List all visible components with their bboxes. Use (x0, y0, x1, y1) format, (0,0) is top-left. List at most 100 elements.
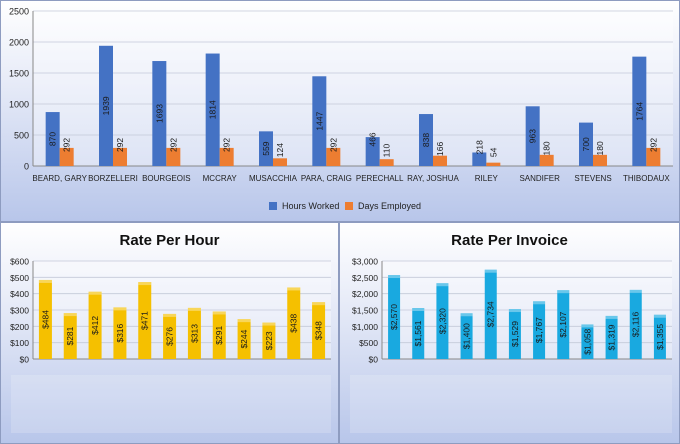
rate-per-hour-bar (287, 287, 301, 359)
main-x-tick-label: PARA, CRAIG (301, 174, 352, 183)
rate-per-invoice-bar-highlight (484, 269, 497, 273)
main-x-tick-label: RAY, JOSHUA (407, 174, 459, 183)
hours-worked-bar (525, 106, 540, 166)
days-employed-bar (433, 155, 447, 166)
rate-per-hour-data-label: $484 (40, 310, 50, 329)
rate-per-invoice-bar (508, 309, 521, 359)
hours-worked-data-label: 1447 (314, 111, 324, 130)
rate-per-invoice-bar-highlight (412, 308, 425, 312)
rate-per-invoice-y-tick-label: $1,000 (352, 322, 378, 332)
rate-per-invoice-data-label: $2,320 (437, 308, 447, 334)
hours-worked-bar (259, 131, 273, 166)
days-employed-bar (539, 154, 554, 166)
rate-per-hour-data-label: $438 (289, 314, 299, 333)
rate-per-invoice-y-tick-label: $1,500 (352, 306, 378, 316)
rate-per-hour-panel: Rate Per Hour $0 $100 $200 $300 $400 $500 $600… (0, 222, 339, 444)
hours-worked-bar (419, 114, 433, 166)
rate-per-hour-bar-highlight (138, 282, 152, 286)
days-employed-data-label: 180 (542, 141, 552, 155)
hours-worked-bar (99, 45, 113, 167)
main-y-tick-label: 1000 (9, 100, 29, 110)
hours-days-chart-panel: 0 500 1000 1500 2000 2500 870 292 BEARD, GARY 193… (0, 0, 680, 222)
rate-per-invoice-panel: Rate Per Invoice $0 $500 $1,000 $1,500 $2,00… (339, 222, 680, 444)
hours-worked-data-label: 838 (421, 133, 431, 147)
rate-per-invoice-chart: $0 $500 $1,000 $1,500 $2,000 $2,500 $3,000 $2,5… (350, 257, 672, 433)
rate-per-invoice-bar-highlight (436, 283, 449, 287)
days-employed-data-label: 292 (328, 138, 338, 152)
rate-per-invoice-bar (436, 283, 449, 359)
rate-per-invoice-bar (484, 269, 497, 359)
rate-per-invoice-data-label: $1,319 (607, 324, 617, 350)
rate-per-invoice-bar-highlight (557, 290, 570, 294)
hours-worked-data-label: 1939 (101, 96, 111, 115)
hours-worked-bar (632, 56, 647, 166)
rate-per-hour-bar-highlight (187, 307, 201, 311)
hours-worked-bar (579, 122, 593, 166)
rate-per-hour-bar (38, 279, 52, 359)
days-employed-bar (59, 147, 74, 166)
rate-per-invoice-data-label: $2,570 (389, 304, 399, 330)
rate-per-invoice-bar (460, 313, 473, 359)
rate-per-invoice-bar-highlight (605, 315, 618, 319)
rate-per-invoice-y-tick-label: $2,500 (352, 273, 378, 283)
main-plot-area (33, 11, 673, 166)
rate-per-hour-bar-highlight (113, 307, 127, 311)
hours-worked-data-label: 466 (368, 132, 378, 146)
rate-per-hour-data-label: $223 (264, 331, 274, 350)
rate-per-invoice-bar (388, 275, 401, 359)
hours-worked-data-label: 1764 (634, 102, 644, 121)
hours-worked-bar (472, 152, 487, 166)
main-x-tick-label: MCCRAY (203, 174, 238, 183)
hours-worked-bar (45, 112, 60, 166)
main-x-tick-label: PERECHALL (356, 174, 404, 183)
legend-days-employed-swatch (345, 202, 353, 210)
rate-per-invoice-data-label: $2,734 (486, 301, 496, 327)
rate-per-invoice-bar-highlight (653, 314, 666, 318)
main-x-tick-label: BEARD, GARY (32, 174, 87, 183)
hours-worked-data-label: 559 (261, 141, 271, 155)
rate-per-hour-bar (138, 282, 152, 359)
rate-per-hour-data-label: $291 (214, 326, 224, 345)
hours-worked-data-label: 963 (528, 129, 538, 143)
rate-per-hour-data-label: $313 (189, 324, 199, 343)
days-employed-data-label: 292 (648, 138, 658, 152)
main-y-tick-label: 2000 (9, 38, 29, 48)
days-employed-data-label: 180 (595, 141, 605, 155)
days-employed-bar (486, 162, 501, 166)
rate-per-hour-lower-pane (11, 375, 331, 433)
rate-per-invoice-data-label: $1,767 (534, 317, 544, 343)
rate-per-invoice-y-tick-label: $0 (369, 355, 379, 365)
rate-per-invoice-bar (533, 301, 546, 359)
rate-per-invoice-bar-highlight (533, 301, 546, 305)
hours-worked-data-label: 1814 (208, 100, 218, 119)
rate-per-hour-bar (63, 313, 77, 359)
rate-per-hour-y-tick-label: $200 (10, 322, 29, 332)
main-x-tick-label: RILEY (475, 174, 499, 183)
rate-per-hour-bar-highlight (262, 322, 276, 326)
rate-per-hour-bar-highlight (237, 319, 251, 323)
days-employed-data-label: 54 (488, 147, 498, 157)
days-employed-bar (646, 147, 661, 166)
hours-worked-bar (152, 61, 167, 167)
hours-worked-bar (205, 53, 220, 167)
rate-per-invoice-lower-pane (350, 375, 672, 433)
days-employed-data-label: 292 (222, 138, 232, 152)
rate-per-hour-bar (187, 307, 201, 359)
rate-per-hour-bar-highlight (38, 279, 52, 283)
hours-worked-bar (365, 137, 380, 166)
rate-per-invoice-bar (412, 308, 425, 359)
rate-per-hour-bar (312, 302, 326, 359)
rate-per-hour-bar (262, 322, 276, 359)
rate-per-invoice-bar-highlight (460, 313, 473, 317)
days-employed-bar (219, 147, 234, 166)
days-employed-bar (166, 147, 181, 166)
rate-per-hour-data-label: $244 (239, 329, 249, 348)
rate-per-hour-data-label: $412 (90, 316, 100, 335)
rate-per-hour-data-label: $471 (140, 311, 150, 330)
rate-per-invoice-data-label: $1,529 (510, 321, 520, 347)
rate-per-hour-data-label: $348 (314, 321, 324, 340)
rate-per-hour-bar-highlight (287, 287, 301, 291)
days-employed-data-label: 292 (62, 138, 72, 152)
rate-per-hour-bar-highlight (312, 302, 326, 306)
rate-per-hour-bar-highlight (212, 311, 226, 315)
